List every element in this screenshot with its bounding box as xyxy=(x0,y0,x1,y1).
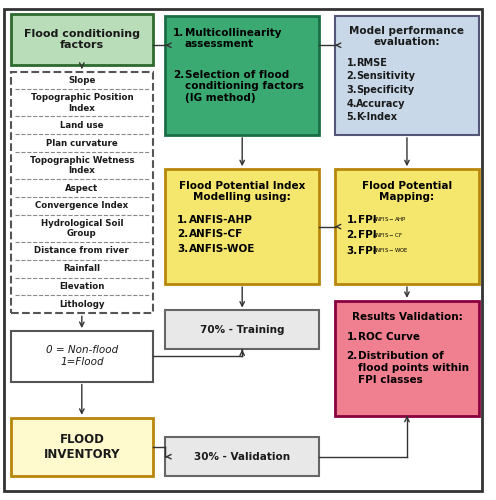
Text: 4.: 4. xyxy=(347,99,357,109)
Text: 2.: 2. xyxy=(173,70,184,80)
Text: Distance from river: Distance from river xyxy=(34,246,129,255)
FancyBboxPatch shape xyxy=(335,300,479,416)
Text: Flood Potential
Mapping:: Flood Potential Mapping: xyxy=(362,181,452,203)
Text: 5.: 5. xyxy=(347,112,357,122)
Text: $_{\mathregular{ANFIS-AHP}}$: $_{\mathregular{ANFIS-AHP}}$ xyxy=(372,216,407,224)
Text: Hydrological Soil
Group: Hydrological Soil Group xyxy=(41,218,123,238)
Text: Distribution of
flood points within
FPI classes: Distribution of flood points within FPI … xyxy=(358,352,469,384)
Text: Multicollinearity
assessment: Multicollinearity assessment xyxy=(185,28,281,50)
Text: Elevation: Elevation xyxy=(59,282,105,291)
Text: ANFIS-AHP: ANFIS-AHP xyxy=(188,215,252,225)
Text: FPI: FPI xyxy=(358,215,377,225)
FancyBboxPatch shape xyxy=(165,310,319,350)
Text: Aspect: Aspect xyxy=(65,184,98,192)
Text: 1.: 1. xyxy=(177,215,188,225)
Text: 2.: 2. xyxy=(347,230,358,240)
Text: 3.: 3. xyxy=(177,244,188,254)
Text: 2.: 2. xyxy=(347,72,357,82)
Text: Rainfall: Rainfall xyxy=(63,264,100,273)
FancyBboxPatch shape xyxy=(165,169,319,284)
Text: 1.: 1. xyxy=(347,215,358,225)
Text: FPI: FPI xyxy=(358,246,377,256)
Text: Flood conditioning
factors: Flood conditioning factors xyxy=(24,28,140,50)
Text: Results Validation:: Results Validation: xyxy=(352,312,462,322)
Text: ROC Curve: ROC Curve xyxy=(358,332,420,342)
Text: FPI: FPI xyxy=(358,230,377,240)
Text: 3.: 3. xyxy=(347,85,357,95)
Text: RMSE: RMSE xyxy=(356,58,387,68)
Text: 1.: 1. xyxy=(347,58,357,68)
Text: $_{\mathregular{ANFIS-CF}}$: $_{\mathregular{ANFIS-CF}}$ xyxy=(372,231,403,240)
Text: Sensitivity: Sensitivity xyxy=(356,72,415,82)
Text: 3.: 3. xyxy=(347,246,358,256)
Text: 1.: 1. xyxy=(173,28,184,38)
Text: K-Index: K-Index xyxy=(356,112,397,122)
Text: 2.: 2. xyxy=(177,230,188,239)
FancyBboxPatch shape xyxy=(4,9,482,491)
FancyBboxPatch shape xyxy=(11,331,152,382)
Text: Slope: Slope xyxy=(68,76,96,85)
FancyBboxPatch shape xyxy=(11,72,152,314)
FancyBboxPatch shape xyxy=(165,16,319,135)
Text: 2.: 2. xyxy=(347,352,358,362)
Text: Selection of flood
conditioning factors
(IG method): Selection of flood conditioning factors … xyxy=(185,70,304,103)
Text: Accuracy: Accuracy xyxy=(356,99,406,109)
Text: Model performance
evaluation:: Model performance evaluation: xyxy=(350,26,464,48)
FancyBboxPatch shape xyxy=(11,14,152,65)
FancyBboxPatch shape xyxy=(165,437,319,476)
Text: Plan curvature: Plan curvature xyxy=(46,138,118,147)
Text: Specificity: Specificity xyxy=(356,85,414,95)
Text: Flood Potential Index
Modelling using:: Flood Potential Index Modelling using: xyxy=(179,181,306,203)
Text: ANFIS-CF: ANFIS-CF xyxy=(188,230,243,239)
Text: Topographic Wetness
Index: Topographic Wetness Index xyxy=(30,156,134,176)
Text: Topographic Position
Index: Topographic Position Index xyxy=(31,93,133,112)
Text: Land use: Land use xyxy=(60,121,104,130)
FancyBboxPatch shape xyxy=(335,16,479,135)
Text: $_{\mathregular{ANFIS-WOE}}$: $_{\mathregular{ANFIS-WOE}}$ xyxy=(372,246,409,256)
Text: FLOOD
INVENTORY: FLOOD INVENTORY xyxy=(44,433,120,461)
Text: 30% - Validation: 30% - Validation xyxy=(194,452,290,462)
Text: Lithology: Lithology xyxy=(59,300,105,309)
Text: ANFIS-WOE: ANFIS-WOE xyxy=(188,244,255,254)
Text: 70% - Training: 70% - Training xyxy=(200,325,284,335)
FancyBboxPatch shape xyxy=(335,169,479,284)
Text: 1.: 1. xyxy=(347,332,358,342)
Text: Convergence Index: Convergence Index xyxy=(35,202,128,210)
Text: 0 = Non-flood
1=Flood: 0 = Non-flood 1=Flood xyxy=(46,346,118,367)
FancyBboxPatch shape xyxy=(11,418,152,476)
